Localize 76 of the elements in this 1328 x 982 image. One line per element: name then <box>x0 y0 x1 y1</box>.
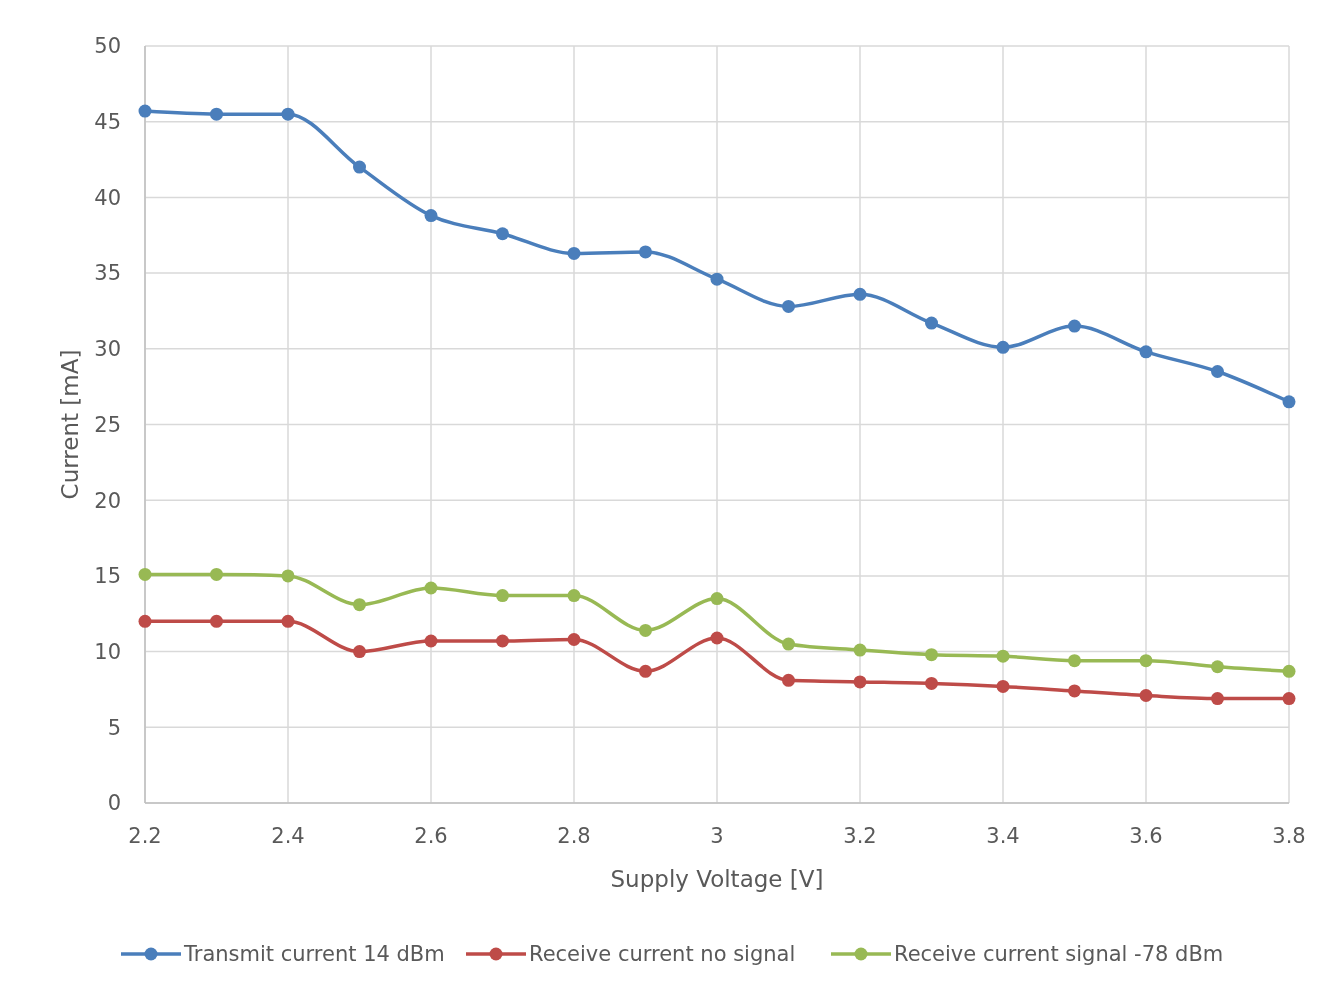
point <box>567 632 581 646</box>
y-tick-label: 5 <box>107 715 121 740</box>
point <box>138 614 152 628</box>
point <box>996 649 1010 663</box>
point <box>567 246 581 260</box>
x-tick-label: 3 <box>710 824 724 848</box>
point <box>639 623 652 637</box>
x-tick-label: 2.8 <box>557 824 591 848</box>
point <box>853 287 867 301</box>
point <box>138 104 152 118</box>
point <box>1139 654 1153 668</box>
point <box>639 245 652 259</box>
point <box>424 581 438 595</box>
point <box>496 589 509 603</box>
point <box>353 160 366 174</box>
point <box>1139 345 1153 359</box>
point <box>1211 660 1224 674</box>
y-tick-label: 25 <box>94 412 121 437</box>
point <box>1068 654 1081 668</box>
y-tick-label: 50 <box>94 34 121 59</box>
point <box>996 340 1010 354</box>
point <box>281 614 295 628</box>
point <box>639 664 652 678</box>
point <box>210 107 223 121</box>
x-tick-label: 3.6 <box>1129 824 1163 848</box>
y-tick-label: 0 <box>107 791 121 816</box>
x-tick-label: 3.4 <box>986 824 1020 848</box>
point <box>782 299 795 313</box>
point <box>496 634 509 648</box>
y-tick-label: 30 <box>94 337 121 362</box>
legend-label: Transmit current 14 dBm <box>183 942 445 966</box>
point <box>281 569 295 583</box>
point <box>210 614 223 628</box>
point <box>496 227 509 241</box>
point <box>210 567 223 581</box>
point <box>925 676 938 690</box>
point <box>996 679 1010 693</box>
point <box>353 645 366 659</box>
legend-label: Receive current no signal <box>529 942 796 966</box>
point <box>1211 692 1224 706</box>
y-tick-label: 10 <box>94 639 121 664</box>
point <box>281 107 295 121</box>
point <box>1068 684 1081 698</box>
point <box>1068 319 1081 333</box>
y-tick-label: 20 <box>94 488 121 513</box>
point <box>1211 365 1224 379</box>
x-tick-label: 2.2 <box>128 824 162 848</box>
y-tick-label: 35 <box>94 261 121 286</box>
point <box>925 316 938 330</box>
point <box>710 631 724 645</box>
point <box>782 673 795 687</box>
point <box>853 643 867 657</box>
point <box>1139 689 1153 703</box>
x-tick-label: 2.6 <box>414 824 448 848</box>
point <box>424 209 438 223</box>
point <box>1282 395 1296 409</box>
x-axis-title: Supply Voltage [V] <box>610 866 824 892</box>
legend-label: Receive current signal -78 dBm <box>894 942 1224 966</box>
x-tick-label: 3.8 <box>1272 824 1306 848</box>
y-axis-title: Current [mA] <box>57 349 83 500</box>
point <box>925 648 938 662</box>
point <box>710 592 724 606</box>
y-tick-label: 40 <box>94 185 121 210</box>
point <box>853 675 867 689</box>
y-tick-label: 15 <box>94 564 121 589</box>
point <box>567 589 581 603</box>
point <box>1282 664 1296 678</box>
point <box>782 637 795 651</box>
point <box>353 598 366 612</box>
x-tick-label: 2.4 <box>271 824 305 848</box>
x-tick-label: 3.2 <box>843 824 877 848</box>
point <box>424 634 438 648</box>
point <box>138 567 152 581</box>
point <box>1282 692 1296 706</box>
y-tick-label: 45 <box>94 110 121 135</box>
point <box>710 272 724 286</box>
